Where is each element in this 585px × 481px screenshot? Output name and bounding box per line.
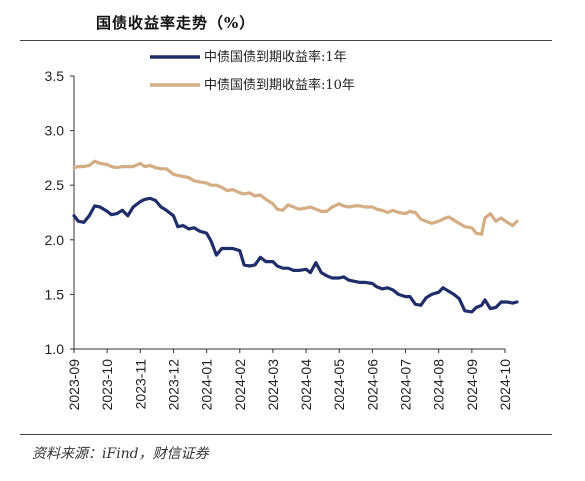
x-tick-label: 2024-04 bbox=[298, 359, 314, 411]
y-tick-label: 3.0 bbox=[45, 123, 65, 139]
y-tick-label: 2.0 bbox=[45, 232, 65, 248]
x-tick-label: 2024-05 bbox=[331, 359, 347, 411]
x-tick-label: 2024-02 bbox=[232, 359, 248, 411]
top-rule bbox=[20, 40, 552, 41]
y-tick-label: 1.5 bbox=[45, 286, 65, 302]
x-tick-label: 2024-10 bbox=[497, 359, 513, 411]
x-tick-label: 2024-07 bbox=[398, 359, 414, 411]
y-tick-label: 3.5 bbox=[45, 68, 65, 84]
x-tick-label: 2023-12 bbox=[165, 359, 181, 411]
series-line-1y bbox=[72, 196, 519, 314]
x-tick-label: 2023-11 bbox=[132, 359, 148, 410]
y-tick-label: 1.0 bbox=[45, 341, 65, 357]
bottom-rule bbox=[20, 434, 552, 435]
source-note: 资料来源：iFind，财信证券 bbox=[32, 446, 209, 462]
legend-label-1y: 中债国债到期收益率:1年 bbox=[204, 49, 347, 65]
series-line-10y bbox=[72, 159, 519, 236]
y-tick-label: 2.5 bbox=[45, 177, 65, 193]
x-tick-label: 2024-08 bbox=[431, 359, 447, 411]
x-tick-label: 2023-10 bbox=[99, 359, 115, 411]
legend-label-10y: 中债国债到期收益率:10年 bbox=[204, 77, 355, 93]
x-tick-label: 2024-06 bbox=[364, 359, 380, 411]
x-tick-label: 2024-01 bbox=[199, 359, 215, 411]
x-tick-label: 2024-09 bbox=[464, 359, 480, 411]
chart-title: 国债收益率走势（%） bbox=[96, 14, 256, 32]
x-tick-label: 2023-09 bbox=[66, 359, 82, 411]
x-tick-label: 2024-03 bbox=[265, 359, 281, 411]
